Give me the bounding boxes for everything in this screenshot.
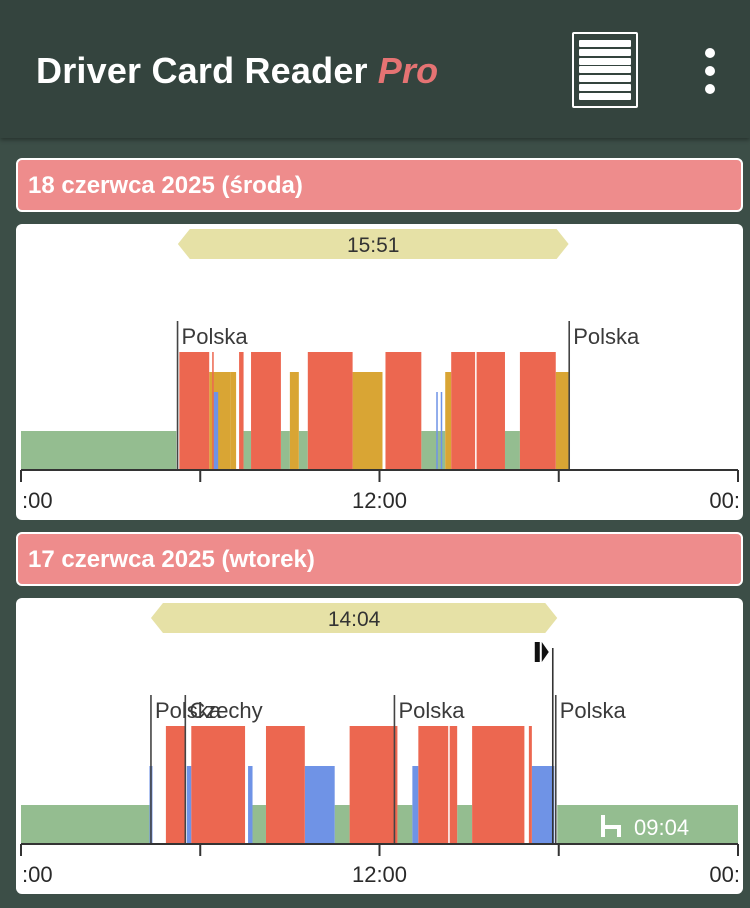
timeline-card-day1[interactable]: 15:51 Polska Polska :00 12:00 00: bbox=[16, 224, 743, 520]
list-icon-line bbox=[579, 66, 631, 74]
date-label: 18 czerwca 2025 (środa) bbox=[28, 172, 303, 199]
list-icon[interactable] bbox=[572, 32, 638, 108]
activity-bar-driving bbox=[239, 352, 244, 470]
activity-bar-rest bbox=[21, 805, 150, 844]
activity-bar-rest bbox=[457, 805, 473, 844]
app-title-pro: Pro bbox=[377, 50, 439, 91]
activity-bar-rest bbox=[504, 431, 520, 470]
activity-bar-availability bbox=[436, 392, 438, 470]
activity-bar-driving bbox=[265, 726, 305, 844]
date-label: 17 czerwca 2025 (wtorek) bbox=[28, 546, 315, 573]
activity-bar-driving bbox=[191, 726, 246, 844]
app-bar: Driver Card Reader Pro bbox=[0, 0, 750, 138]
activity-bar-rest bbox=[421, 431, 446, 470]
duration-label: 15:51 bbox=[347, 234, 400, 257]
list-icon-line bbox=[579, 92, 631, 100]
activity-bar-driving bbox=[451, 352, 476, 470]
activity-bar-driving bbox=[472, 726, 525, 844]
timeline-chart[interactable]: 15:51 Polska Polska :00 12:00 00: bbox=[16, 224, 743, 520]
activity-bar-availability bbox=[531, 766, 555, 844]
more-dot bbox=[705, 84, 715, 94]
activity-bar-rest bbox=[557, 805, 738, 844]
app-title-main: Driver Card Reader bbox=[36, 50, 368, 91]
list-icon-line bbox=[579, 75, 631, 83]
activity-bar-work bbox=[230, 372, 237, 470]
activity-bar-availability bbox=[304, 766, 335, 844]
activity-bar-work bbox=[289, 372, 299, 470]
activity-bar-driving bbox=[476, 352, 505, 470]
activity-bar-driving bbox=[212, 352, 214, 470]
more-dot bbox=[705, 66, 715, 76]
axis-tick-label: 12:00 bbox=[352, 862, 407, 887]
date-header-day1[interactable]: 18 czerwca 2025 (środa) bbox=[16, 158, 743, 212]
country-label: Polska bbox=[573, 324, 640, 349]
activity-bar-driving bbox=[449, 726, 458, 844]
timeline-card-day2[interactable]: 14:04 Polska Czechy Polska Polska:00 12:00 00:… bbox=[16, 598, 743, 894]
activity-bar-availability bbox=[186, 766, 192, 844]
end-marker-icon bbox=[541, 642, 549, 662]
list-icon-line bbox=[579, 84, 631, 92]
activity-bar-driving bbox=[179, 352, 210, 470]
country-label: Polska bbox=[155, 698, 222, 723]
activity-bar-availability bbox=[213, 392, 219, 470]
activity-bar-availability bbox=[248, 766, 253, 844]
axis-tick-label: 12:00 bbox=[352, 488, 407, 513]
duration-band bbox=[150, 603, 558, 633]
activity-bar-work bbox=[352, 372, 383, 470]
country-label: Czechy bbox=[189, 698, 262, 723]
activity-bar-rest bbox=[243, 431, 252, 470]
more-dot bbox=[705, 48, 715, 58]
country-label: Polska bbox=[182, 324, 249, 349]
activity-bar-availability bbox=[440, 392, 443, 470]
activity-bar-rest bbox=[252, 805, 266, 844]
activity-bar-work bbox=[555, 372, 570, 470]
more-vert-icon[interactable] bbox=[694, 48, 726, 94]
activity-bar-driving bbox=[307, 352, 353, 470]
activity-bar-driving bbox=[251, 352, 281, 470]
activity-bar-driving bbox=[349, 726, 398, 844]
axis-tick-label: :00 bbox=[22, 862, 53, 887]
bed-icon bbox=[617, 825, 621, 837]
duration-label: 14:04 bbox=[328, 608, 381, 631]
country-label: Polska bbox=[560, 698, 627, 723]
app-title: Driver Card Reader Pro bbox=[36, 50, 438, 92]
activity-bar-work bbox=[445, 372, 452, 470]
activity-bar-driving bbox=[418, 726, 449, 844]
date-header-day2[interactable]: 17 czerwca 2025 (wtorek) bbox=[16, 532, 743, 586]
end-marker-icon bbox=[534, 642, 540, 662]
rest-duration-label: 09:04 bbox=[634, 815, 689, 840]
bed-icon bbox=[601, 825, 621, 829]
list-icon-line bbox=[579, 48, 631, 56]
activity-bar-driving bbox=[528, 726, 532, 844]
activity-bar-rest bbox=[21, 431, 177, 470]
activity-bar-driving bbox=[519, 352, 556, 470]
activity-bar-rest bbox=[397, 805, 413, 844]
activity-bar-rest bbox=[334, 805, 350, 844]
list-icon-line bbox=[579, 57, 631, 65]
activity-bar-driving bbox=[165, 726, 186, 844]
rest-badge: 09:04 bbox=[601, 815, 689, 840]
duration-band bbox=[177, 229, 569, 259]
country-label: Polska bbox=[398, 698, 465, 723]
activity-bar-rest bbox=[298, 431, 308, 470]
activity-bar-rest bbox=[280, 431, 290, 470]
list-icon-line bbox=[579, 40, 631, 47]
activity-bar-availability bbox=[412, 766, 419, 844]
axis-tick-label: 00: bbox=[709, 862, 740, 887]
axis-tick-label: :00 bbox=[22, 488, 53, 513]
activity-bar-driving bbox=[385, 352, 422, 470]
axis-tick-label: 00: bbox=[709, 488, 740, 513]
